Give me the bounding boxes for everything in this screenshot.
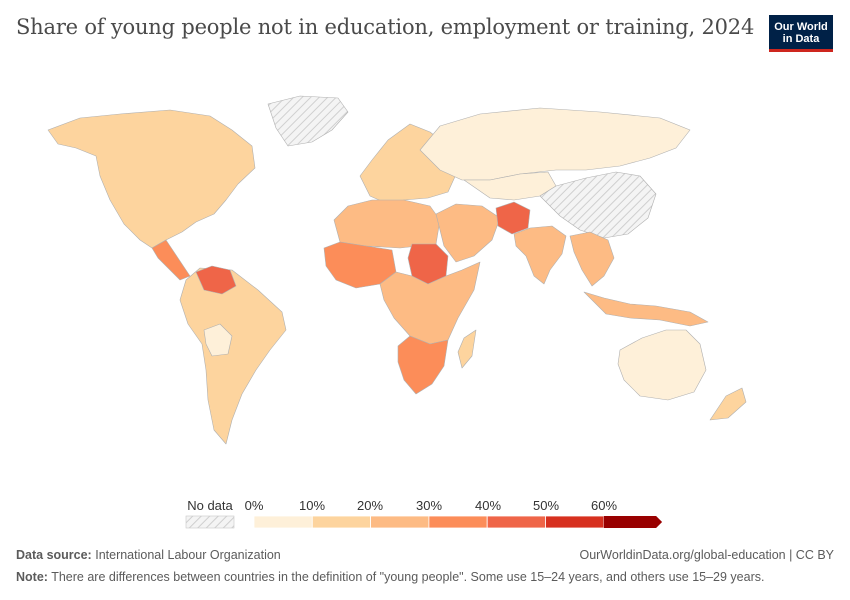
region-southern-africa[interactable]	[397, 335, 449, 395]
data-source-label: Data source:	[16, 548, 92, 562]
region-central-america[interactable]	[151, 239, 191, 281]
region-venezuela[interactable]	[195, 265, 237, 295]
region-indonesia[interactable]	[583, 291, 709, 327]
legend-no-data-label: No data	[187, 498, 233, 513]
footer-source-row: Data source: International Labour Organi…	[16, 548, 834, 562]
legend-bin	[545, 515, 605, 529]
region-middle-east[interactable]	[435, 203, 501, 263]
world-map[interactable]	[0, 90, 850, 470]
data-source-text[interactable]: International Labour Organization	[95, 548, 281, 562]
legend-bin	[311, 515, 371, 529]
note-text: There are differences between countries …	[51, 570, 765, 584]
region-new-zealand[interactable]	[709, 387, 747, 421]
legend-tick: 40%	[475, 498, 501, 513]
region-bolivia[interactable]	[203, 323, 233, 357]
legend-tick: 10%	[299, 498, 325, 513]
region-afghanistan[interactable]	[495, 201, 531, 235]
legend-tick: 20%	[357, 498, 383, 513]
legend-no-data-swatch	[185, 515, 235, 529]
region-india[interactable]	[513, 225, 567, 285]
logo-line-1: Our World	[774, 21, 828, 33]
legend-tick: 30%	[416, 498, 442, 513]
legend-bin-arrow	[603, 516, 663, 528]
footer-note-row: Note: There are differences between coun…	[16, 570, 834, 584]
legend-bin	[370, 515, 430, 529]
owid-logo[interactable]: Our World in Data	[769, 15, 833, 52]
chart-title: Share of young people not in education, …	[16, 15, 755, 39]
legend-tick-labels: 0% 10% 20% 30% 40% 50% 60%	[245, 498, 618, 513]
region-north-africa[interactable]	[333, 199, 441, 249]
region-south-america[interactable]	[179, 267, 287, 445]
legend-bin	[253, 515, 313, 529]
source-url-link[interactable]: OurWorldinData.org/global-education | CC…	[579, 548, 834, 562]
region-southeast-asia[interactable]	[569, 231, 615, 287]
legend-tick: 50%	[533, 498, 559, 513]
region-north-america[interactable]	[47, 109, 256, 249]
logo-line-2: in Data	[782, 33, 820, 45]
legend-tick: 0%	[245, 498, 264, 513]
note-label: Note:	[16, 570, 48, 584]
region-madagascar[interactable]	[457, 329, 477, 369]
legend-tick: 60%	[591, 498, 617, 513]
legend: No data 0% 10% 20% 30% 40% 50% 60%	[185, 498, 663, 529]
legend-bin	[428, 515, 488, 529]
legend-color-bins	[253, 515, 663, 529]
region-central-africa[interactable]	[379, 261, 481, 345]
region-russia[interactable]	[419, 107, 691, 181]
region-china[interactable]	[539, 171, 657, 239]
region-australia[interactable]	[617, 329, 707, 401]
legend-bin	[486, 515, 546, 529]
region-greenland[interactable]	[267, 95, 349, 147]
